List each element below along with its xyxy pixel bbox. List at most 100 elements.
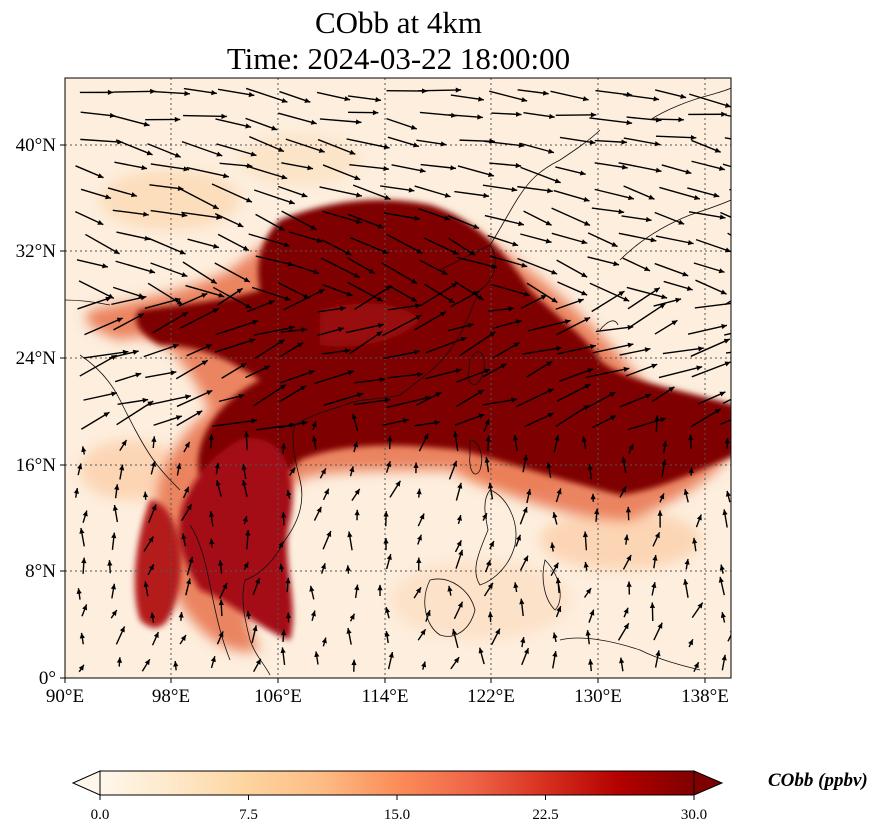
wind-vector [594, 188, 635, 200]
wind-vector-head [684, 559, 690, 565]
wind-vector-head [554, 178, 561, 184]
wind-vector-head [281, 174, 288, 180]
wind-vector-head [724, 437, 730, 444]
wind-vector-head [310, 224, 317, 230]
wind-vector-head [181, 312, 188, 318]
wind-vector-head [82, 510, 88, 517]
wind-vector-head [238, 393, 245, 399]
wind-vector-head [500, 363, 507, 369]
wind-vector [347, 213, 385, 229]
wind-vector-head [686, 285, 693, 291]
wind-vector-head [583, 196, 590, 202]
wind-vector-head [416, 488, 422, 495]
wind-vector-head [621, 139, 627, 145]
wind-vector [147, 237, 186, 255]
colorbar-gradient [99, 770, 695, 796]
wind-vector-head [659, 303, 666, 309]
wind-vector-head [751, 347, 757, 352]
wind-vector-head [648, 194, 655, 200]
wind-vector-head [278, 339, 285, 345]
wind-vector-head [351, 413, 357, 420]
wind-vector-head [151, 504, 157, 511]
wind-vector-head [212, 308, 219, 314]
wind-vector-head [651, 582, 657, 589]
wind-vector [527, 319, 571, 332]
wind-vector-head [150, 460, 156, 467]
colorbar-tick-label: 7.5 [239, 807, 258, 823]
wind-vector-head [440, 141, 447, 147]
lat-tick-label: 32°N [16, 241, 57, 262]
wind-vector-head [385, 607, 391, 614]
wind-vector-head [245, 123, 252, 129]
wind-vector [249, 135, 285, 153]
wind-vector-head [218, 631, 224, 638]
wind-vector-head [521, 262, 528, 268]
wind-vector-head [551, 269, 558, 275]
wind-vector-head [310, 119, 317, 125]
wind-vector-head [316, 506, 322, 513]
wind-vector-head [623, 623, 629, 630]
wind-vector-head [77, 463, 83, 470]
wind-vector-head [354, 488, 360, 495]
wind-vector [482, 398, 517, 406]
lon-tick-label: 114°E [362, 686, 409, 707]
wind-vector [253, 189, 295, 205]
wind-vector [457, 165, 495, 177]
wind-vector [489, 90, 528, 102]
wind-vector-head [82, 604, 88, 611]
wind-vector-head [725, 247, 731, 253]
wind-vector-head [719, 214, 726, 220]
wind-vector-head [352, 441, 358, 448]
wind-vector-head [289, 467, 296, 474]
wind-vector-head [206, 390, 213, 396]
wind-vector [215, 118, 252, 128]
wind-vector-head [321, 637, 327, 644]
wind-vector-head [477, 114, 483, 120]
wind-vector [83, 392, 118, 401]
wind-vector-head [588, 659, 594, 665]
wind-vector [551, 232, 588, 244]
wind-vector-head [552, 651, 558, 657]
wind-vector-head [372, 110, 379, 116]
lon-tick-label: 98°E [152, 686, 190, 707]
wind-vector-head [696, 365, 703, 371]
wind-vector [150, 262, 188, 278]
wind-vector-head [170, 370, 177, 376]
wind-vector-head [618, 291, 625, 297]
wind-vector-head [130, 192, 137, 198]
wind-vector-head [387, 435, 393, 442]
wind-vector-head [444, 215, 451, 221]
wind-vector-head [111, 610, 117, 616]
wind-vector-head [553, 562, 559, 569]
wind-vector [695, 279, 727, 295]
wind-vector [419, 282, 458, 307]
wind-vector-head [210, 656, 216, 663]
colorbar-tick-label: 22.5 [532, 807, 558, 823]
wind-vector-head [326, 530, 332, 537]
wind-vector-head [185, 394, 191, 400]
wind-vector-head [478, 96, 484, 102]
wind-vector-head [522, 506, 528, 513]
wind-vector-head [420, 629, 426, 636]
wind-vector-head [587, 368, 594, 374]
wind-vector-head [473, 223, 480, 229]
wind-vector-head [581, 436, 587, 443]
wind-vector-head [720, 289, 727, 295]
wind-vector-head [547, 413, 554, 418]
wind-vector-head [451, 628, 457, 635]
wind-vector [80, 138, 123, 144]
wind-vector [384, 212, 421, 220]
wind-vector-head [682, 271, 689, 277]
wind-vector-head [222, 582, 228, 589]
wind-vector-head [102, 263, 108, 269]
wind-vector-head [132, 349, 139, 355]
wind-vector-head [582, 531, 589, 538]
wind-vector-head [515, 111, 522, 117]
wind-vector-head [107, 560, 113, 566]
wind-vector-head [376, 296, 383, 302]
wind-vector-head [114, 484, 120, 490]
wind-vector-head [581, 239, 588, 245]
wind-vector [113, 90, 156, 93]
wind-vector-head [522, 454, 528, 461]
wind-vector-head [491, 263, 497, 269]
